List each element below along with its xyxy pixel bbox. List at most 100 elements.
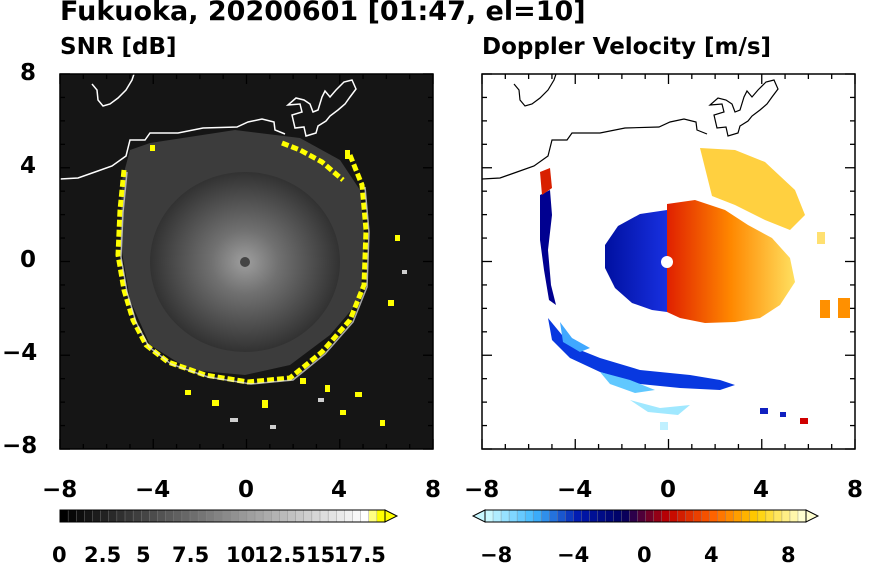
- snr-ytick-label: 4: [20, 153, 37, 179]
- snr-colorbar-cell: [368, 509, 378, 523]
- snr-colorbar-cell: [295, 509, 305, 523]
- snr-coastline: [60, 74, 357, 180]
- snr-colorbar-cell: [319, 509, 329, 523]
- doppler-colorbar-cell: [629, 509, 639, 523]
- snr-colorbar-cell: [157, 509, 167, 523]
- doppler-colorbar-cell: [781, 509, 791, 523]
- doppler-colorbar-cell: [717, 509, 727, 523]
- doppler-colorbar-tick-label: 4: [704, 543, 719, 567]
- snr-colorbar-cell: [230, 509, 240, 523]
- doppler-colorbar-cell: [797, 509, 807, 523]
- snr-colorbar-tick-label: 7.5: [172, 543, 210, 567]
- snr-colorbar-cell: [279, 509, 289, 523]
- doppler-colorbar-tick-label: 8: [781, 543, 796, 567]
- snr-colorbar-cell: [376, 509, 386, 523]
- snr-colorbar-cell: [271, 509, 281, 523]
- snr-colorbar-tick-label: 17.5: [334, 543, 386, 567]
- snr-colorbar-cell: [352, 509, 362, 523]
- snr-colorbar-tick-label: 0: [52, 543, 67, 567]
- doppler-colorbar-cell: [765, 509, 775, 523]
- snr-xtick-label: −4: [135, 477, 171, 503]
- snr-heatmap: [60, 74, 433, 449]
- snr-colorbar-cell: [149, 509, 159, 523]
- doppler-colorbar-cell: [789, 509, 799, 523]
- snr-colorbar-cell: [132, 509, 142, 523]
- snr-colorbar-cell: [336, 509, 346, 523]
- snr-colorbar-cell: [84, 509, 94, 523]
- doppler-colorbar-cell: [492, 509, 502, 523]
- doppler-colorbar-cell: [701, 509, 711, 523]
- doppler-colorbar-cell: [733, 509, 743, 523]
- snr-colorbar-cell: [173, 509, 183, 523]
- doppler-colorbar-tick-label: 0: [637, 543, 652, 567]
- snr-colorbar-cell: [59, 509, 69, 523]
- snr-xtick-label: 8: [425, 477, 442, 503]
- snr-colorbar-cell: [92, 509, 102, 523]
- snr-colorbar-cell: [100, 509, 110, 523]
- doppler-colorbar-tick-label: −8: [480, 543, 513, 567]
- snr-colorbar-cell: [206, 509, 216, 523]
- doppler-xtick-label: 8: [847, 477, 864, 503]
- snr-ytick-label: 8: [20, 60, 37, 86]
- doppler-colorbar-cell: [565, 509, 574, 523]
- snr-colorbar-cell: [344, 509, 354, 523]
- doppler-heatmap: [482, 74, 855, 449]
- doppler-colorbar-cell: [500, 509, 510, 523]
- snr-colorbar-tick-label: 15: [306, 543, 336, 567]
- snr-colorbar-cell: [67, 509, 77, 523]
- snr-colorbar-cell: [214, 509, 224, 523]
- snr-ytick-label: −8: [2, 433, 38, 459]
- snr-colorbar-cell: [124, 509, 134, 523]
- snr-colorbar-tick-label: 12.5: [254, 543, 306, 567]
- doppler-xtick-label: −8: [464, 477, 500, 503]
- doppler-colorbar-cell: [757, 509, 767, 523]
- doppler-colorbar-cell: [524, 509, 534, 523]
- snr-colorbar-tick-label: 5: [136, 543, 151, 567]
- doppler-colorbar-cell: [621, 509, 631, 523]
- doppler-colorbar-cell: [653, 509, 663, 523]
- doppler-colorbar-cell: [605, 509, 615, 523]
- doppler-colorbar-cell: [573, 509, 583, 523]
- snr-colorbar-cell: [246, 509, 256, 523]
- doppler-colorbar-cell: [540, 509, 550, 523]
- snr-colorbar-tick-label: 2.5: [84, 543, 122, 567]
- doppler-colorbar-cell: [709, 509, 719, 523]
- snr-colorbar-cell: [181, 509, 191, 523]
- snr-xtick-label: 4: [331, 477, 348, 503]
- snr-colorbar-cell: [262, 509, 272, 523]
- snr-colorbar-cell: [238, 509, 248, 523]
- snr-colorbar-cell: [189, 509, 199, 523]
- doppler-colorbar-extend-arrow-max: [805, 509, 820, 523]
- doppler-colorbar-cell: [581, 509, 591, 523]
- doppler-colorbar-cell: [725, 509, 735, 523]
- doppler-colorbar-cell: [613, 509, 623, 523]
- snr-colorbar-cell: [327, 509, 337, 523]
- doppler-colorbar-cell: [693, 509, 703, 523]
- figure-title: Fukuoka, 20200601 [01:47, el=10]: [60, 0, 586, 27]
- snr-colorbar-cell: [222, 509, 232, 523]
- doppler-colorbar-cell: [557, 509, 566, 523]
- snr-colorbar-extend-arrow: [384, 509, 399, 523]
- doppler-colorbar-cell: [589, 509, 599, 523]
- doppler-colorbar-frame: [484, 509, 807, 523]
- doppler-xtick-label: 4: [753, 477, 770, 503]
- doppler-colorbar-cell: [661, 509, 671, 523]
- snr-colorbar-cell: [197, 509, 207, 523]
- panel-title-doppler: Doppler Velocity [m/s]: [482, 34, 772, 60]
- doppler-colorbar-cell: [741, 509, 751, 523]
- snr-colorbar-frame: [59, 509, 386, 523]
- snr-colorbar-cell: [303, 509, 313, 523]
- doppler-colorbar-cell: [549, 509, 558, 523]
- snr-colorbar-cell: [360, 509, 370, 523]
- snr-colorbar-cell: [141, 509, 151, 523]
- snr-ytick-label: 0: [20, 247, 37, 273]
- doppler-colorbar-cell: [677, 509, 687, 523]
- snr-colorbar-cell: [76, 509, 86, 523]
- snr-colorbar-cell: [311, 509, 321, 523]
- doppler-colorbar-cell: [749, 509, 759, 523]
- doppler-colorbar-cell: [484, 509, 494, 523]
- snr-colorbar-cell: [116, 509, 126, 523]
- doppler-colorbar-cell: [597, 509, 607, 523]
- doppler-colorbar-cell: [637, 509, 647, 523]
